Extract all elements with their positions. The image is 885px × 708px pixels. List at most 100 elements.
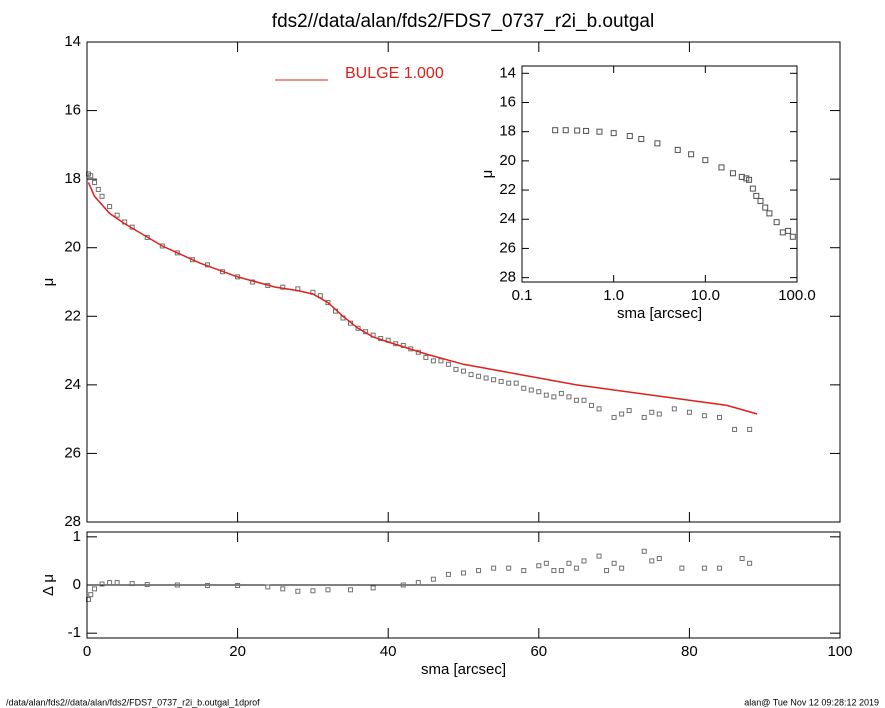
data-point — [235, 582, 241, 588]
data-point — [785, 227, 792, 234]
data-point — [701, 565, 707, 571]
data-point — [718, 164, 725, 171]
data-point — [746, 176, 753, 183]
data-point — [581, 558, 587, 564]
data-point — [348, 587, 354, 593]
data-point — [129, 581, 135, 587]
data-point — [679, 565, 685, 571]
data-point — [626, 408, 632, 414]
data-point — [753, 192, 760, 199]
y-tick-label: 18 — [499, 123, 516, 140]
data-point — [88, 592, 94, 598]
data-point — [88, 173, 94, 179]
data-point — [562, 127, 569, 134]
plot-area — [522, 66, 797, 282]
plot-frame — [86, 41, 841, 523]
data-point — [521, 385, 527, 391]
y-tick-label: 22 — [64, 307, 81, 324]
data-point — [355, 325, 361, 331]
legend-label: BULGE 1.000 — [345, 65, 444, 82]
data-point — [536, 389, 542, 395]
y-tick-label: 16 — [64, 102, 81, 119]
data-point — [551, 394, 557, 400]
data-point — [506, 380, 512, 386]
data-point — [325, 587, 331, 593]
y-tick-label: 22 — [499, 181, 516, 198]
data-point — [204, 582, 210, 588]
data-point — [95, 186, 101, 192]
data-point — [619, 411, 625, 417]
x-tick-label: 10.0 — [691, 287, 720, 304]
data-point — [583, 127, 590, 134]
data-point — [415, 580, 421, 586]
data-point — [558, 568, 564, 574]
data-point — [638, 135, 645, 142]
data-point — [739, 556, 745, 561]
x-tick-label: 60 — [530, 643, 547, 660]
data-point — [543, 392, 549, 398]
data-point — [476, 373, 482, 379]
x-tick-label: 20 — [229, 643, 246, 660]
data-point — [92, 180, 98, 186]
data-point — [114, 580, 120, 586]
data-point — [430, 358, 436, 364]
data-point — [551, 568, 557, 574]
data-point — [596, 128, 603, 135]
data-point — [596, 406, 602, 412]
x-tick-label: 0.1 — [512, 287, 533, 304]
x-tick-label: 0 — [83, 643, 91, 660]
data-point — [641, 414, 647, 420]
data-point — [445, 571, 451, 577]
y-tick-label: 26 — [64, 444, 81, 461]
data-point — [491, 377, 497, 383]
data-point — [483, 375, 489, 381]
y-axis-label: Δ μ — [40, 574, 57, 596]
data-point — [558, 390, 564, 396]
y-tick-label: 24 — [499, 210, 516, 227]
data-point — [453, 366, 459, 372]
data-point — [611, 414, 617, 420]
data-point — [423, 354, 429, 360]
y-tick-label: 14 — [64, 33, 81, 50]
data-point — [174, 250, 180, 256]
data-point — [92, 586, 98, 592]
data-point — [757, 198, 764, 204]
x-tick-label: 1.0 — [603, 287, 624, 304]
data-point — [99, 581, 105, 587]
data-point — [717, 565, 723, 571]
data-point — [99, 193, 105, 199]
data-point — [543, 560, 549, 566]
data-point — [766, 210, 773, 217]
data-point — [732, 426, 738, 432]
data-point — [174, 582, 180, 588]
data-point — [566, 560, 572, 566]
data-point — [310, 588, 316, 594]
data-point — [573, 565, 579, 571]
data-point — [513, 380, 519, 386]
data-point — [649, 409, 655, 415]
y-axis-label: μ — [40, 278, 57, 287]
footer-left: /data/alan/fds2//data/alan/fds2/FDS7_073… — [6, 697, 260, 707]
plot-frame — [521, 65, 798, 283]
data-point — [521, 568, 527, 574]
y-tick-label: 14 — [499, 64, 516, 81]
data-point — [701, 413, 707, 419]
data-point — [674, 146, 681, 153]
data-point — [671, 406, 677, 412]
data-point — [265, 584, 271, 590]
data-point — [589, 402, 595, 408]
data-point — [114, 212, 120, 218]
data-point — [295, 588, 301, 594]
data-point — [461, 570, 466, 576]
data-point — [552, 127, 559, 134]
data-point — [144, 582, 150, 588]
x-tick-label: 100.0 — [778, 287, 816, 304]
data-point — [445, 361, 451, 367]
data-point — [604, 568, 610, 574]
y-tick-label: 26 — [499, 239, 516, 256]
data-point — [610, 130, 617, 137]
data-point — [596, 553, 602, 559]
y-tick-label: 28 — [64, 513, 81, 530]
data-point — [189, 257, 195, 263]
